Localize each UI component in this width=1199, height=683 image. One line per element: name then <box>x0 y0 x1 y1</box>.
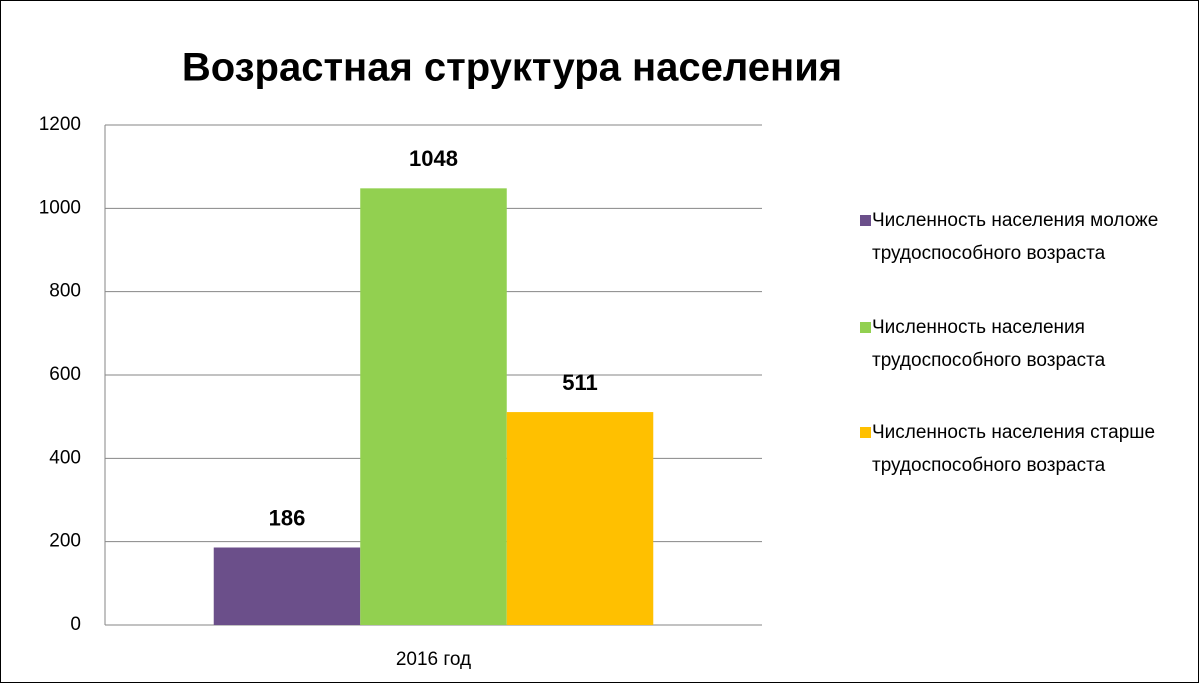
data-label: 186 <box>269 505 306 530</box>
legend-swatch <box>860 427 871 438</box>
y-tick-label: 200 <box>49 531 81 552</box>
legend-item: Численность населения трудоспособного во… <box>860 311 1180 377</box>
bar <box>360 188 507 626</box>
legend-label: Численность населения трудоспособного во… <box>872 317 1106 371</box>
bar <box>213 547 361 625</box>
y-tick-label: 800 <box>49 281 81 302</box>
y-tick-label: 1000 <box>39 197 81 218</box>
legend-label: Численность населения старше трудоспособ… <box>872 422 1156 476</box>
chart-title: Возрастная структура населения <box>182 46 842 90</box>
y-tick-label: 400 <box>49 447 81 468</box>
legend-item: Численность населения моложе трудоспособ… <box>860 204 1180 270</box>
data-label: 1048 <box>409 146 458 171</box>
legend-swatch <box>860 322 871 333</box>
y-tick-label: 0 <box>70 614 81 635</box>
x-tick-label: 2016 год <box>396 649 471 670</box>
y-tick-label: 1200 <box>39 114 81 135</box>
y-tick-label: 600 <box>49 364 81 385</box>
legend-item: Численность населения старше трудоспособ… <box>860 416 1180 482</box>
legend-swatch <box>860 215 871 226</box>
bar <box>506 412 654 625</box>
legend-label: Численность населения моложе трудоспособ… <box>872 210 1159 264</box>
data-label: 511 <box>562 370 598 395</box>
